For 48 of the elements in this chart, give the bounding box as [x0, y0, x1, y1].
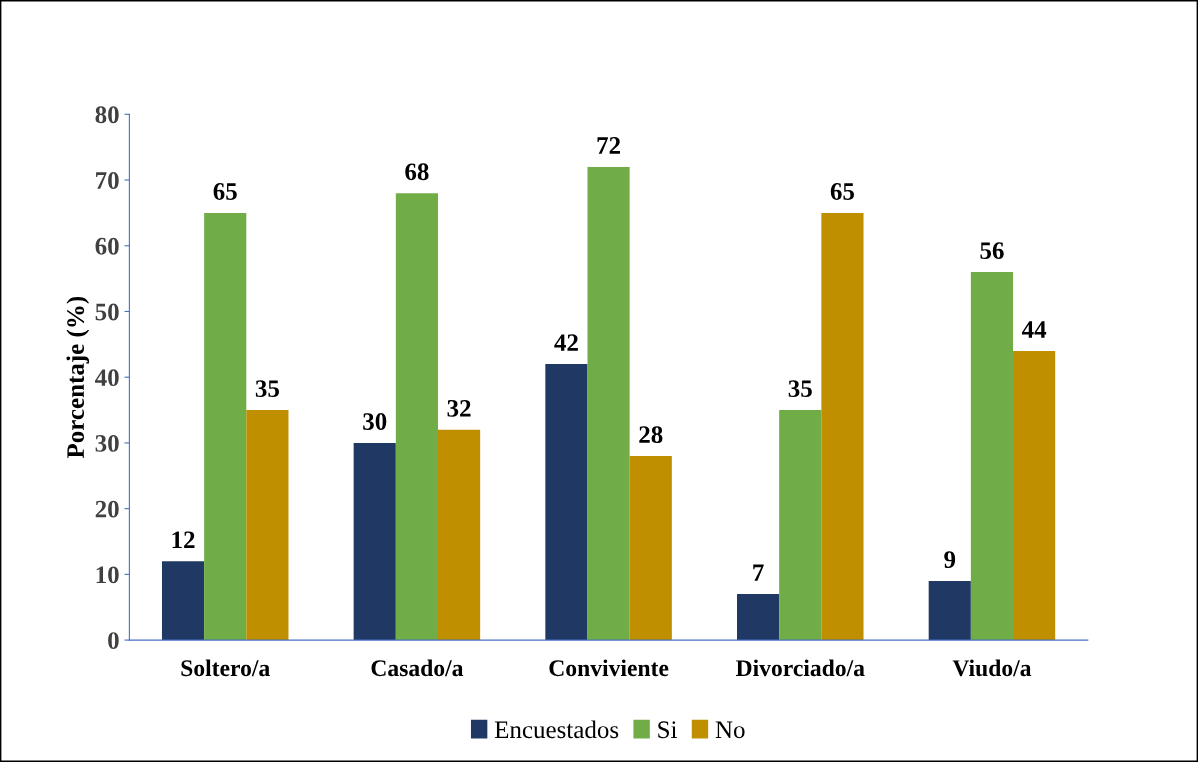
- data-label: 65: [830, 183, 855, 200]
- y-axis-title: Porcentaje (%): [66, 296, 90, 459]
- bar: [779, 410, 822, 641]
- x-tick-label: Soltero/a: [181, 659, 270, 677]
- bar: [928, 580, 971, 641]
- bar: [246, 410, 289, 641]
- data-label: 35: [788, 380, 812, 398]
- data-label: 12: [172, 531, 195, 548]
- data-label: 7: [753, 564, 764, 581]
- data-label: 9: [944, 551, 956, 568]
- y-tick-label: 70: [96, 172, 119, 189]
- data-label: 65: [213, 183, 237, 200]
- y-tick-label: 50: [95, 303, 119, 321]
- y-tick-label: 10: [96, 566, 119, 584]
- legend-label: Si: [658, 721, 677, 739]
- bar: [545, 364, 588, 641]
- y-tick-label: 20: [95, 500, 119, 518]
- bar: [161, 561, 205, 641]
- y-tick-label: 30: [95, 434, 119, 452]
- bar: [395, 193, 438, 641]
- data-label: 42: [554, 334, 578, 351]
- x-tick-label: Conviviente: [549, 659, 669, 677]
- bar: [970, 272, 1014, 641]
- data-label: 30: [363, 413, 387, 430]
- data-label: 72: [597, 137, 621, 154]
- y-tick-label: 60: [95, 237, 119, 255]
- bar: [821, 212, 864, 641]
- x-tick-label: Viudo/a: [952, 659, 1032, 677]
- bar: [629, 456, 672, 641]
- bar: [737, 594, 780, 641]
- bar: [204, 212, 247, 641]
- legend-label: No: [715, 721, 745, 739]
- data-label: 68: [405, 163, 429, 181]
- data-label: 56: [980, 242, 1004, 260]
- y-tick-label: 0: [108, 632, 119, 649]
- legend-label: Encuestados: [494, 720, 619, 739]
- bar: [587, 166, 630, 641]
- data-label: 32: [447, 400, 471, 417]
- data-label: 28: [639, 426, 663, 444]
- y-tick-label: 40: [95, 369, 119, 387]
- bar: [1013, 350, 1056, 641]
- x-tick-label: Divorciado/a: [735, 659, 865, 677]
- bar: [353, 442, 396, 641]
- bar: [437, 429, 481, 641]
- data-label: 44: [1021, 321, 1047, 338]
- y-tick-label: 80: [95, 106, 119, 124]
- x-tick-label: Casado/a: [371, 659, 464, 677]
- data-label: 35: [255, 380, 279, 398]
